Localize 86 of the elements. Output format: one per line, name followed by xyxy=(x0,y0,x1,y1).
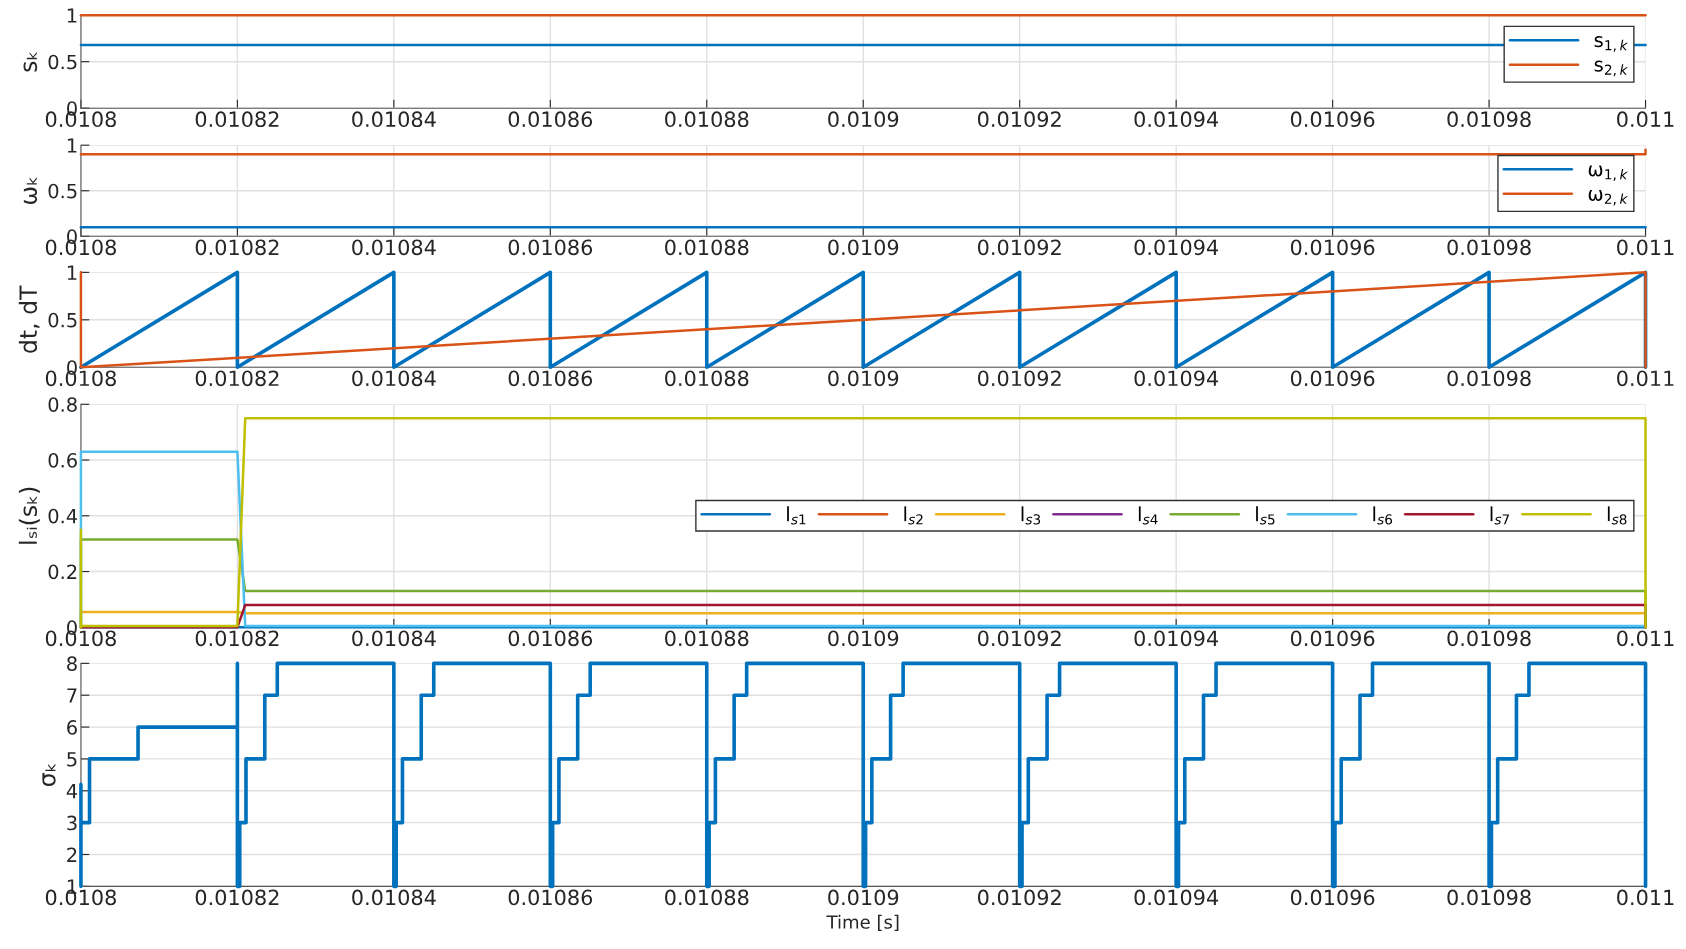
y-tick-label: 0.8 xyxy=(48,397,77,412)
x-tick-label: 0.01096 xyxy=(1290,111,1375,128)
y-tick-label: 0.2 xyxy=(48,564,77,580)
x-tick-label: 0.011 xyxy=(1617,239,1674,256)
y-tick-label: 7 xyxy=(67,688,77,703)
y-tick-label: 5 xyxy=(67,752,77,767)
y-axis-title: lₛᵢ(sₖ) xyxy=(18,487,40,544)
x-tick-label: 0.01082 xyxy=(195,630,279,647)
x-tick-label: 0.011 xyxy=(1617,889,1674,906)
x-tick-label: 0.01096 xyxy=(1290,370,1375,387)
x-tick-label: 0.01084 xyxy=(352,239,436,256)
x-tick-label: 0.01094 xyxy=(1134,630,1219,647)
x-tick-label: 0.01098 xyxy=(1447,239,1531,256)
x-tick-label: 0.01084 xyxy=(352,630,436,647)
x-tick-label: 0.01092 xyxy=(977,630,1061,647)
x-tick-label: 0.01094 xyxy=(1134,370,1219,387)
y-tick-label: 0.6 xyxy=(48,452,77,468)
x-tick-label: 0.01088 xyxy=(665,889,749,906)
x-tick-label: 0.01082 xyxy=(195,239,279,256)
x-tick-label: 0.01082 xyxy=(195,889,279,906)
x-tick-label: 0.01084 xyxy=(352,370,436,387)
x-tick-label: 0.01098 xyxy=(1447,630,1531,647)
x-tick-label: 0.01082 xyxy=(195,370,279,387)
legend-label: l$_{s5}$ xyxy=(1256,506,1275,525)
x-tick-label: 0.01094 xyxy=(1134,111,1219,128)
y-tick-label: 8 xyxy=(67,656,77,672)
x-tick-label: 0.01094 xyxy=(1134,889,1219,906)
y-tick-label: 4 xyxy=(66,784,78,799)
y-tick-label: 0.5 xyxy=(48,54,77,70)
legend-label: l$_{s2}$ xyxy=(904,506,923,525)
x-tick-label: 0.01094 xyxy=(1134,239,1219,256)
x-tick-label: 0.0109 xyxy=(828,111,899,128)
y-axis-title: sₖ xyxy=(23,51,38,72)
x-axis-title: Time [s] xyxy=(826,914,899,931)
x-tick-label: 0.01086 xyxy=(508,889,593,906)
y-tick-label: 0.4 xyxy=(48,508,78,524)
legend-label: l$_{s6}$ xyxy=(1373,506,1393,525)
legend-label: l$_{s4}$ xyxy=(1138,506,1158,525)
y-axis-title: ωₖ xyxy=(23,177,38,205)
legend-label: l$_{s3}$ xyxy=(1021,506,1041,525)
x-tick-label: 0.01098 xyxy=(1447,889,1531,906)
x-tick-label: 0.01096 xyxy=(1290,239,1375,256)
x-tick-label: 0.0109 xyxy=(828,889,899,906)
y-tick-label: 0.5 xyxy=(48,183,77,199)
x-tick-label: 0.01084 xyxy=(352,111,436,128)
legend-label: ω$_{2,k}$ xyxy=(1588,189,1628,206)
x-tick-label: 0.01092 xyxy=(977,239,1061,256)
x-tick-label: 0.01086 xyxy=(508,239,593,256)
legend-label: s$_{1,k}$ xyxy=(1594,36,1628,52)
x-tick-label: 0.01086 xyxy=(508,111,593,128)
y-tick-label: 3 xyxy=(67,815,77,831)
legend-label: l$_{s8}$ xyxy=(1607,506,1627,525)
x-tick-label: 0.01082 xyxy=(195,111,279,128)
x-tick-label: 0.01084 xyxy=(352,889,436,906)
y-axis-title: dt, dT xyxy=(18,285,40,353)
y-tick-label: 2 xyxy=(67,847,77,862)
x-tick-label: 0.01086 xyxy=(508,370,593,387)
y-tick-label: 1 xyxy=(67,138,77,153)
x-tick-label: 0.0109 xyxy=(828,239,899,256)
x-tick-label: 0.01096 xyxy=(1290,630,1375,647)
y-tick-label: 1 xyxy=(67,8,77,23)
x-tick-label: 0.01096 xyxy=(1290,889,1375,906)
x-tick-label: 0.011 xyxy=(1617,630,1674,647)
x-tick-label: 0.01092 xyxy=(977,111,1061,128)
x-tick-label: 0.011 xyxy=(1617,370,1674,387)
legend-label: s$_{2,k}$ xyxy=(1594,60,1628,77)
x-tick-label: 0.01092 xyxy=(977,889,1061,906)
legend-label: l$_{s1}$ xyxy=(787,506,806,525)
x-tick-label: 0.01098 xyxy=(1447,111,1531,128)
x-tick-label: 0.01088 xyxy=(665,630,749,647)
y-tick-label: 6 xyxy=(67,720,77,735)
legend-label: ω$_{1,k}$ xyxy=(1588,165,1628,181)
x-tick-label: 0.01092 xyxy=(977,370,1061,387)
y-tick-label: 1 xyxy=(67,265,77,280)
x-tick-label: 0.01088 xyxy=(665,111,749,128)
legend-label: l$_{s7}$ xyxy=(1490,506,1509,525)
x-tick-label: 0.01088 xyxy=(665,370,749,387)
x-tick-label: 0.01098 xyxy=(1447,370,1531,387)
x-tick-label: 0.011 xyxy=(1617,111,1674,128)
x-tick-label: 0.01088 xyxy=(665,239,749,256)
line-series xyxy=(79,416,1647,629)
x-tick-label: 0.0109 xyxy=(828,630,899,647)
y-axis-title: σₖ xyxy=(42,763,56,787)
y-tick-label: 0.5 xyxy=(48,312,77,328)
x-tick-label: 0.01086 xyxy=(508,630,593,647)
x-tick-label: 0.0109 xyxy=(828,370,899,387)
